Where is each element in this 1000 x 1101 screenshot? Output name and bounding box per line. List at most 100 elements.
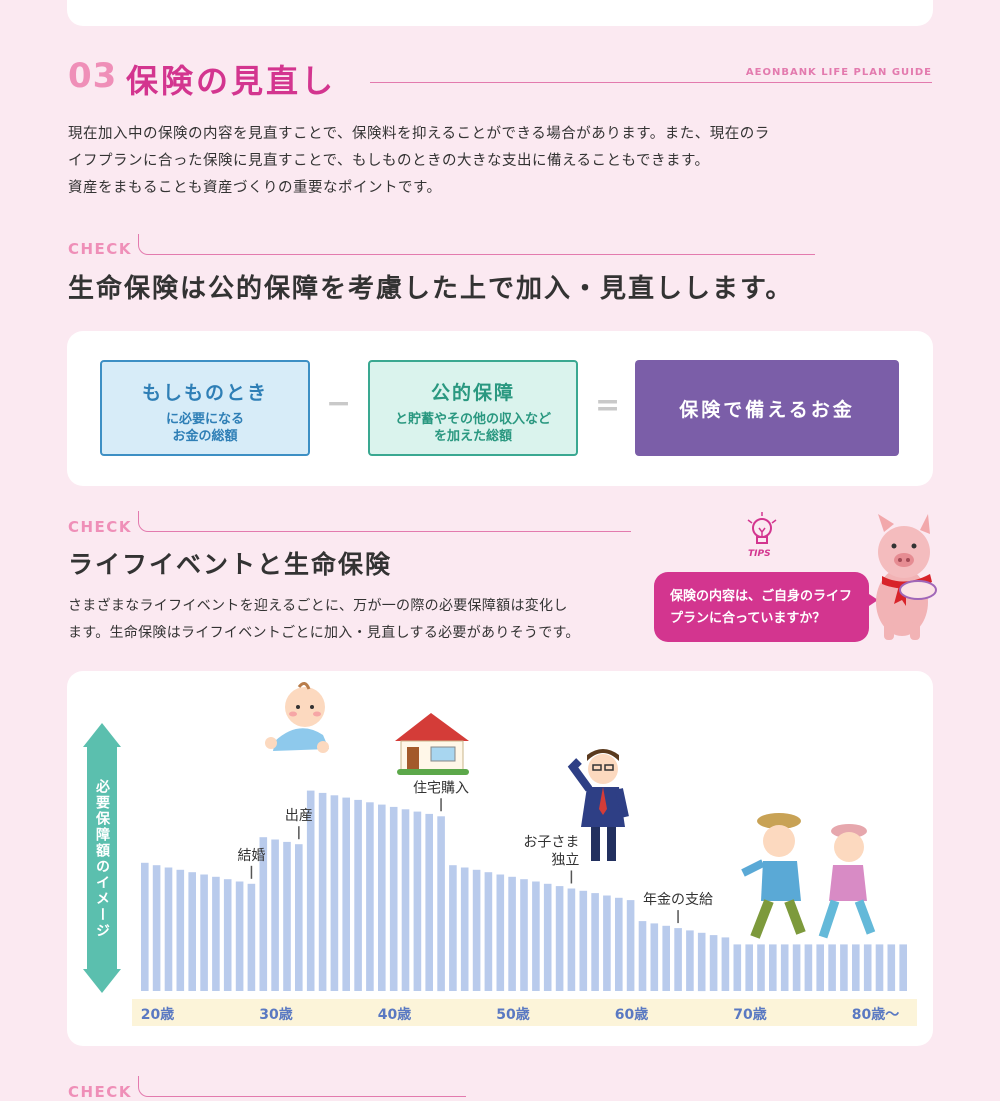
check-label: CHECK: [68, 518, 132, 536]
chart-bar: [449, 865, 457, 991]
event-label: 年金の支給: [643, 892, 713, 908]
chart-bar: [532, 881, 540, 991]
event-label: 独立: [551, 852, 579, 868]
formula-box-title: 公的保障: [430, 382, 515, 404]
chart-bar: [863, 944, 872, 991]
brand-label: AEONBANK LIFE PLAN GUIDE: [745, 67, 932, 78]
chart-bar: [295, 844, 303, 991]
chart-bar: [378, 804, 386, 991]
chart-bar: [212, 876, 220, 991]
desc-line: ます。生命保険はライフイベントごとに加入・見直しする必要がありそうです。: [68, 625, 580, 641]
section-title: 保険の見直し: [126, 62, 337, 100]
check-label: CHECK: [68, 240, 132, 258]
intro-line: イフプランに合った保険に見直すことで、もしものときの大きな支出に備えることもでき…: [68, 153, 710, 169]
age-axis-band: [132, 999, 917, 1026]
formula-box-sub: を加えた総額: [433, 429, 512, 444]
chart-bar: [828, 944, 836, 991]
event-label: お子さま: [523, 834, 579, 850]
chart-bar: [567, 888, 576, 991]
chart-bar: [235, 881, 244, 991]
formula-box-emergency-total: もしものとき に必要になる お金の総額: [100, 360, 310, 456]
chart-bar: [283, 841, 291, 991]
check-label: CHECK: [68, 1083, 132, 1101]
chart-bar: [603, 895, 611, 991]
chart-bar: [662, 925, 670, 991]
age-tick-label: 20歳: [141, 1006, 174, 1023]
chart-bar: [200, 874, 208, 991]
chart-bar: [650, 923, 659, 991]
chart-bar: [804, 944, 813, 991]
event-label: 住宅購入: [413, 780, 469, 796]
chart-bar: [306, 790, 315, 991]
formula-box-title: もしものとき: [141, 382, 268, 404]
chart-bar: [318, 792, 327, 991]
age-tick-label: 40歳: [378, 1006, 411, 1023]
age-tick-label: 30歳: [259, 1006, 292, 1023]
chart-bar: [223, 879, 232, 991]
lightbulb-icon: [747, 512, 777, 544]
y-axis-arrow: [83, 723, 121, 993]
chart-bar: [615, 897, 623, 991]
chart-bar: [413, 811, 422, 991]
previous-section-card: [67, 0, 933, 26]
event-label: 結婚: [237, 848, 265, 864]
chart-bar: [638, 921, 647, 991]
age-tick-label: 50歳: [496, 1006, 529, 1023]
chart-bar: [164, 867, 173, 991]
chart-bar: [875, 944, 884, 991]
house-icon: [395, 713, 469, 775]
formula-box-sub: に必要になる: [165, 412, 244, 427]
chart-bar: [247, 883, 256, 991]
chart-bar: [472, 869, 481, 991]
desc-line: さまざまなライフイベントを迎えるごとに、万が一の際の必要保障額は変化し: [68, 598, 568, 614]
chart-bar: [437, 816, 445, 992]
chart-bars: [141, 790, 907, 992]
speech-bubble-tail: [866, 592, 878, 608]
chart-bar: [330, 795, 339, 991]
chart-bar: [460, 867, 469, 991]
businessman-icon: [567, 749, 629, 861]
check-rule: [138, 511, 631, 532]
y-axis-label: 必要保障額のイメージ: [94, 778, 111, 939]
chart-bar: [757, 944, 765, 991]
check-rule: [138, 1076, 466, 1097]
chart-bar: [508, 876, 516, 991]
chart-bar: [259, 837, 268, 991]
minus-operator: −: [326, 386, 352, 421]
check1-heading: 生命保険は公的保障を考慮した上で加入・見直しします。: [68, 274, 794, 304]
chart-bar: [674, 928, 682, 991]
chart-bar: [484, 872, 493, 991]
formula-box-sub: お金の総額: [172, 429, 238, 444]
chart-bar: [852, 944, 860, 991]
chart-bar: [709, 935, 718, 991]
event-label: 出産: [285, 808, 313, 824]
tips-label: TIPS: [748, 549, 771, 559]
formula-box-sub: と貯蓄やその他の収入など: [394, 412, 551, 427]
senior-couple-icon: [741, 813, 876, 939]
chart-bar: [840, 944, 848, 991]
chart-bar: [555, 886, 564, 991]
intro-line: 資産をまもることも資産づくりの重要なポイントです。: [68, 180, 442, 196]
tips-line: プランに合っていますか？: [670, 611, 826, 626]
age-tick-label: 80歳〜: [852, 1006, 899, 1023]
chart-bar: [401, 809, 410, 991]
chart-bar: [176, 869, 185, 991]
chart-bar: [780, 944, 789, 991]
chart-bar: [769, 944, 777, 991]
chart-bar: [721, 937, 730, 991]
chart-bar: [899, 944, 907, 991]
chart-bar: [686, 930, 694, 991]
formula-box-public-coverage: 公的保障 と貯蓄やその他の収入など を加えた総額: [368, 360, 578, 456]
chart-bar: [792, 944, 801, 991]
pig-mascot-icon: [876, 514, 937, 640]
section-number: 03: [68, 56, 118, 96]
chart-bar: [887, 944, 896, 991]
chart-age-ticks: 20歳 30歳 40歳 50歳 60歳 70歳 80歳〜: [141, 1006, 899, 1023]
chart-bar: [591, 893, 599, 991]
chart-bar: [745, 944, 753, 991]
chart-bar: [543, 883, 552, 991]
chart-bar: [425, 813, 433, 991]
chart-bar: [816, 944, 824, 991]
